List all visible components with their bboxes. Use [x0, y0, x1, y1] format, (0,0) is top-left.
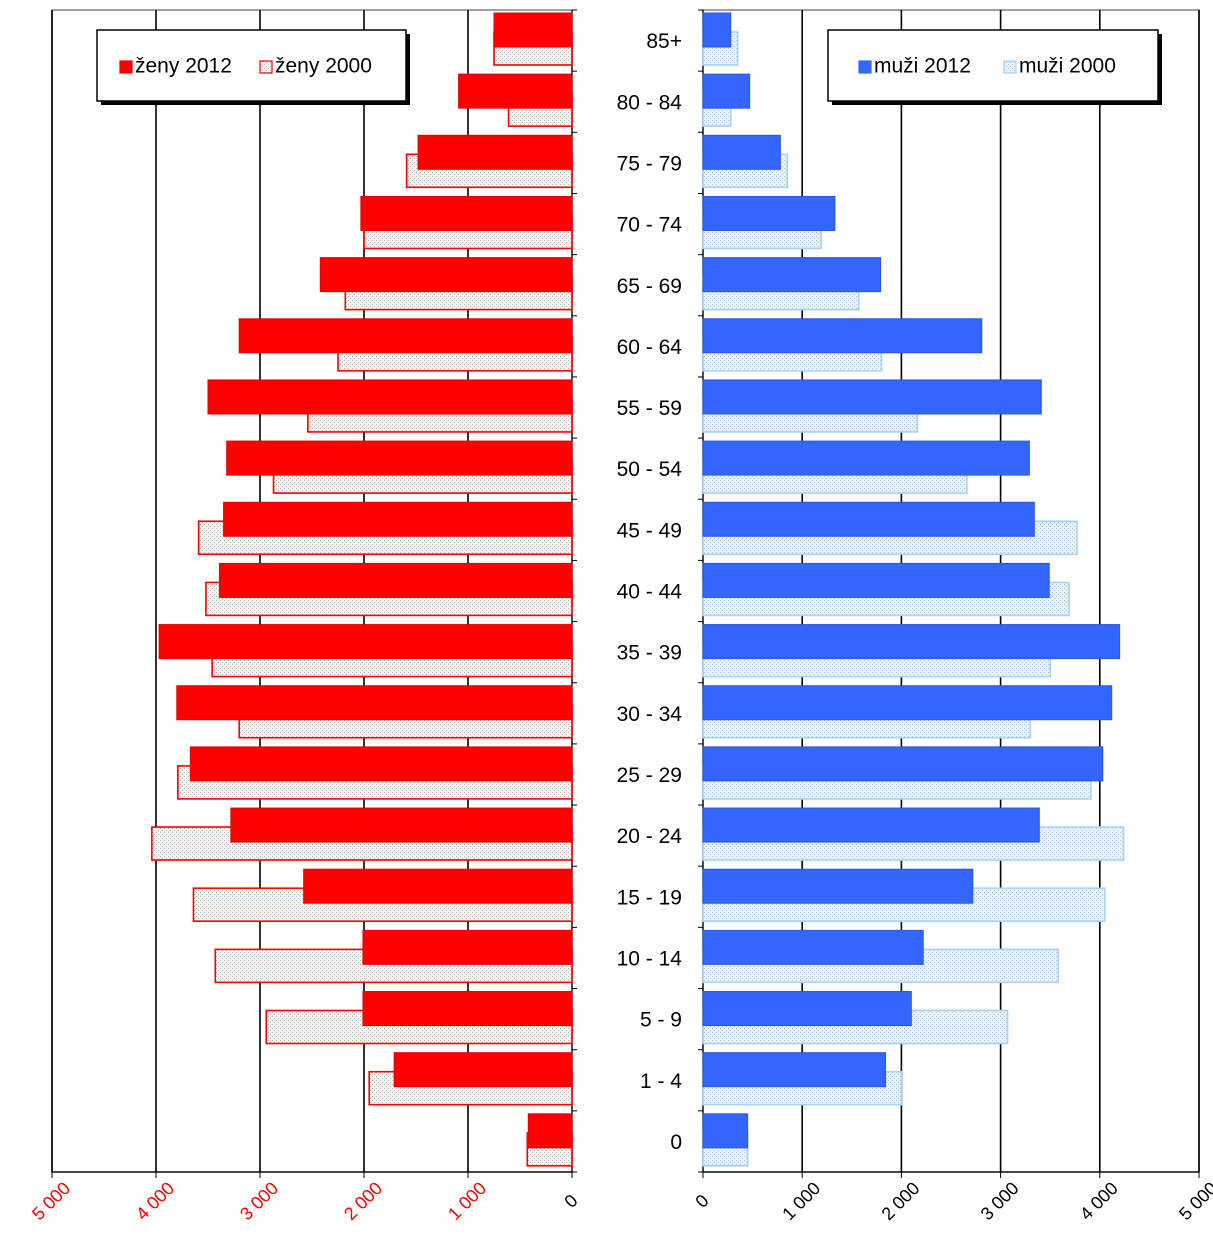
- left-bar-2012-50-54: [226, 440, 573, 476]
- left-tick-label-5000: 5 000: [28, 1178, 74, 1224]
- left-tick-label-1000: 1 000: [444, 1178, 490, 1224]
- left-tick-label-0: 0: [561, 1191, 582, 1212]
- right-bar-2012-55-59: [702, 379, 1042, 415]
- category-label-85plus: 85+: [646, 30, 682, 53]
- legend-label-mu-i-2012: muži 2012: [874, 55, 971, 78]
- category-label-1-4: 1 - 4: [640, 1070, 682, 1093]
- category-label-10-14: 10 - 14: [617, 947, 683, 970]
- left-tick-label-3000: 3 000: [236, 1178, 282, 1224]
- category-label-45-49: 45 - 49: [617, 519, 682, 542]
- category-label-0: 0: [670, 1131, 682, 1154]
- category-label-30-34: 30 - 34: [617, 703, 683, 726]
- category-label-20-24: 20 - 24: [617, 825, 683, 848]
- category-label-70-74: 70 - 74: [617, 214, 683, 237]
- category-label-75-79: 75 - 79: [617, 152, 682, 175]
- right-bar-2012-70-74: [702, 195, 836, 231]
- legend-label-eny-2012: ženy 2012: [135, 55, 232, 78]
- category-label-35-39: 35 - 39: [617, 642, 682, 665]
- left-bar-2012-15-19: [303, 868, 573, 904]
- right-bar-2012-50-54: [702, 440, 1030, 476]
- right-bar-2012-85plus: [702, 12, 732, 48]
- right-tick-label-4000: 4 000: [1076, 1178, 1122, 1224]
- category-label-40-44: 40 - 44: [617, 581, 683, 604]
- category-label-5-9: 5 - 9: [640, 1009, 682, 1032]
- right-bar-2012-45-49: [702, 501, 1035, 537]
- left-bar-2012-40-44: [218, 562, 573, 598]
- right-bar-2012-15-19: [702, 868, 974, 904]
- right-bar-2012-0: [702, 1113, 749, 1149]
- right-legend: muži 2012 muži 2000: [827, 29, 1162, 105]
- right-bar-2012-40-44: [702, 562, 1050, 598]
- right-bar-2012-5-9: [702, 991, 912, 1027]
- right-bar-2012-30-34: [702, 685, 1113, 721]
- right-bar-2012-60-64: [702, 318, 983, 354]
- right-tick-label-1000: 1 000: [778, 1178, 824, 1224]
- left-tick-label-4000: 4 000: [132, 1178, 178, 1224]
- left-bar-2012-65-69: [319, 257, 573, 293]
- legend-swatch-eny-2012: [119, 60, 133, 74]
- right-bar-2012-65-69: [702, 257, 882, 293]
- left-bar-2012-60-64: [238, 318, 573, 354]
- category-label-25-29: 25 - 29: [617, 764, 682, 787]
- right-bar-2012-80-84: [702, 73, 751, 109]
- right-bar-2012-20-24: [702, 807, 1040, 843]
- left-bar-2012-45-49: [223, 501, 573, 537]
- category-label-80-84: 80 - 84: [617, 91, 683, 114]
- right-bar-2012-35-39: [702, 624, 1121, 660]
- category-label-15-19: 15 - 19: [617, 886, 682, 909]
- left-bar-2012-80-84: [458, 73, 573, 109]
- left-bar-2012-35-39: [158, 624, 573, 660]
- left-bar-2012-10-14: [362, 929, 573, 965]
- age-group-labels: 85+ 80 - 84 75 - 79 70 - 74 65 - 69 60 - 64 55…: [617, 30, 683, 1154]
- left-legend: ženy 2012 ženy 2000: [96, 29, 410, 105]
- category-label-55-59: 55 - 59: [617, 397, 682, 420]
- right-tick-label-0: 0: [692, 1191, 713, 1212]
- right-tick-label-5000: 5 000: [1175, 1178, 1213, 1224]
- legend-box: [827, 29, 1159, 102]
- left-bar-2012-25-29: [189, 746, 573, 782]
- legend-label-eny-2000: ženy 2000: [275, 55, 372, 78]
- legend-swatch-mu-i-2012: [858, 60, 872, 74]
- left-bar-2012-55-59: [207, 379, 573, 415]
- right-bar-2012-1-4: [702, 1052, 887, 1088]
- left-bar-2012-30-34: [176, 685, 573, 721]
- legend-swatch-eny-2000: [259, 60, 273, 74]
- category-label-50-54: 50 - 54: [617, 458, 683, 481]
- left-tick-label-2000: 2 000: [340, 1178, 386, 1224]
- legend-label-mu-i-2000: muži 2000: [1019, 55, 1116, 78]
- category-label-65-69: 65 - 69: [617, 275, 682, 298]
- right-tick-label-3000: 3 000: [977, 1178, 1023, 1224]
- left-bar-2012-5-9: [362, 991, 573, 1027]
- left-bar-2012-75-79: [417, 134, 573, 170]
- right-tick-label-2000: 2 000: [878, 1178, 924, 1224]
- right-bar-2012-75-79: [702, 134, 781, 170]
- category-label-60-64: 60 - 64: [617, 336, 683, 359]
- left-bar-2012-70-74: [360, 195, 573, 231]
- right-bar-2012-10-14: [702, 929, 924, 965]
- left-bar-2012-20-24: [230, 807, 573, 843]
- right-bar-2012-25-29: [702, 746, 1104, 782]
- left-bar-2012-1-4: [393, 1052, 573, 1088]
- left-bar-2012-0: [527, 1113, 573, 1149]
- legend-swatch-mu-i-2000: [1003, 60, 1017, 74]
- left-bar-2012-85plus: [493, 12, 573, 48]
- legend-box: [96, 29, 407, 102]
